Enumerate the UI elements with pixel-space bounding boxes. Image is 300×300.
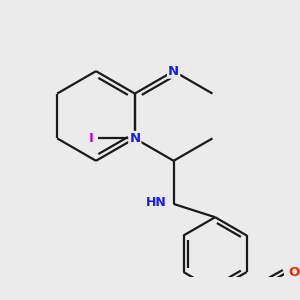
Text: N: N [168, 65, 179, 78]
Text: I: I [88, 132, 93, 145]
Text: O: O [288, 266, 299, 278]
Text: HN: HN [146, 196, 167, 209]
Text: N: N [129, 132, 140, 145]
